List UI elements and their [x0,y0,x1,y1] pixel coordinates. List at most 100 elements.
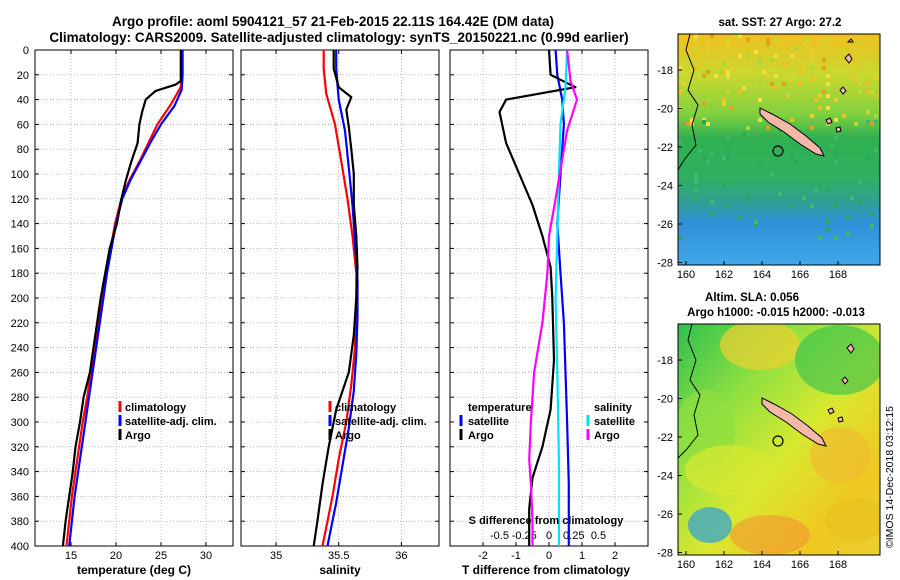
sst-pixel [706,70,710,74]
map-y-tick-label: -20 [657,394,673,406]
sst-pixel [722,70,726,74]
salinity-grid [241,50,439,546]
sla-map-ticks: 160 162 164 166 168 -18 -20 -22 -24 -26 -28 [657,355,847,571]
temperature-panel: 15 20 25 30 temperature (deg C) climatology… [34,49,234,577]
sst-pixel [694,46,698,50]
sst-pixel [790,204,794,208]
sst-pixel [694,176,698,180]
sst-pixel [758,164,762,168]
salinity-panel: 35 35.5 36 salinity climatology satellite-… [240,49,440,577]
sst-pixel [834,98,838,102]
legend-label-climatology: climatology [335,402,397,414]
legend-label-satellite: satellite-adj. clim. [335,416,427,428]
sst-pixel [826,74,830,78]
sst-pixel [742,86,746,90]
series-line-t-argo [498,49,577,546]
sla-coastline-australia [678,324,701,459]
sst-pixel [874,148,878,152]
sst-pixel [866,110,870,114]
s-tick-label: 0.25 [563,530,584,542]
sst-pixel [770,82,774,86]
sst-pixel [702,102,706,106]
sst-pixel [782,82,786,86]
sst-pixel [858,200,862,204]
sst-pixel [758,58,762,62]
difference-series [498,49,579,546]
sst-pixel [786,62,790,66]
sst-pixel [842,50,846,54]
sst-pixel [694,196,698,200]
x-tick-label: 25 [155,550,167,562]
sst-pixel [754,224,758,228]
sst-pixel [698,62,702,66]
sst-pixel [790,54,794,58]
temperature-x-ticks: 15 20 25 30 [65,50,212,562]
sst-pixel [874,120,878,124]
difference-panel: -2 -1 0 1 2 -0.5 -0.25 0 0.25 0.5 T difference f… [449,49,649,577]
temperature-series [61,50,184,547]
legend-title-temperature: temperature [468,402,532,414]
sst-pixel [786,94,790,98]
sst-map-title: sat. SST: 27 Argo: 27.2 [719,17,842,29]
sst-pixel [726,38,730,42]
sst-pixel [866,62,870,66]
sst-pixel [746,54,750,58]
sst-pixel [678,140,682,144]
sst-pixel [770,58,774,62]
legend-label-t-argo: Argo [468,430,494,442]
figure-title-line1: Argo profile: aoml 5904121_57 21-Feb-201… [112,14,554,29]
sst-pixel [818,106,822,110]
sst-argo-location [772,145,784,157]
sla-map-field [678,324,880,555]
sst-pixel [874,94,878,98]
map-x-tick-label: 160 [677,269,695,281]
sst-pixel [766,42,770,46]
sst-pixel [814,98,818,102]
sst-pixel [858,128,862,132]
sst-pixel [826,94,830,98]
sst-pixel [850,196,854,200]
s-tick-label: -0.25 [512,530,537,542]
depth-tick-label: 340 [11,467,29,479]
x-tick-label: 0 [546,550,552,562]
sst-pixel [818,94,822,98]
map-x-tick-label: 168 [829,559,847,571]
depth-tick-label: 320 [11,442,29,454]
sst-pixel [798,70,802,74]
sst-pixel [686,66,690,70]
sst-pixel [730,66,734,70]
map-y-tick-label: -22 [657,142,673,154]
sst-pixel [826,82,830,86]
sst-pixel [690,118,694,122]
depth-tick-label: 60 [17,119,29,131]
s-tick-label: 0 [546,530,552,542]
sst-pixel [834,204,838,208]
sst-pixel [722,102,726,106]
map-y-tick-label: -26 [657,219,673,231]
sst-coastline-australia [678,34,699,171]
sst-pixel [710,34,714,38]
sst-pixel [742,132,746,136]
sst-pixel [682,62,686,66]
legend-label-t-satellite: satellite [468,416,509,428]
sst-pixel [774,54,778,58]
sst-new-caledonia [759,107,825,157]
sst-pixel [698,78,702,82]
sst-pixel [758,78,762,82]
salinity-series [312,50,359,547]
sst-map-field [678,34,880,265]
sst-pixel [726,70,730,74]
sst-pixel [694,172,698,176]
series-line-argo [61,50,182,547]
sst-pixel [694,34,698,38]
depth-tick-label: 260 [11,367,29,379]
depth-tick-label: 180 [11,268,29,280]
sst-pixel [694,66,698,70]
sla-map-frame [677,323,881,556]
sst-pixel [706,160,710,164]
sst-pixel [858,180,862,184]
sst-pixel [802,66,806,70]
sst-pixel [726,136,730,140]
map-y-tick-label: -20 [657,104,673,116]
sst-pixel [822,58,826,62]
